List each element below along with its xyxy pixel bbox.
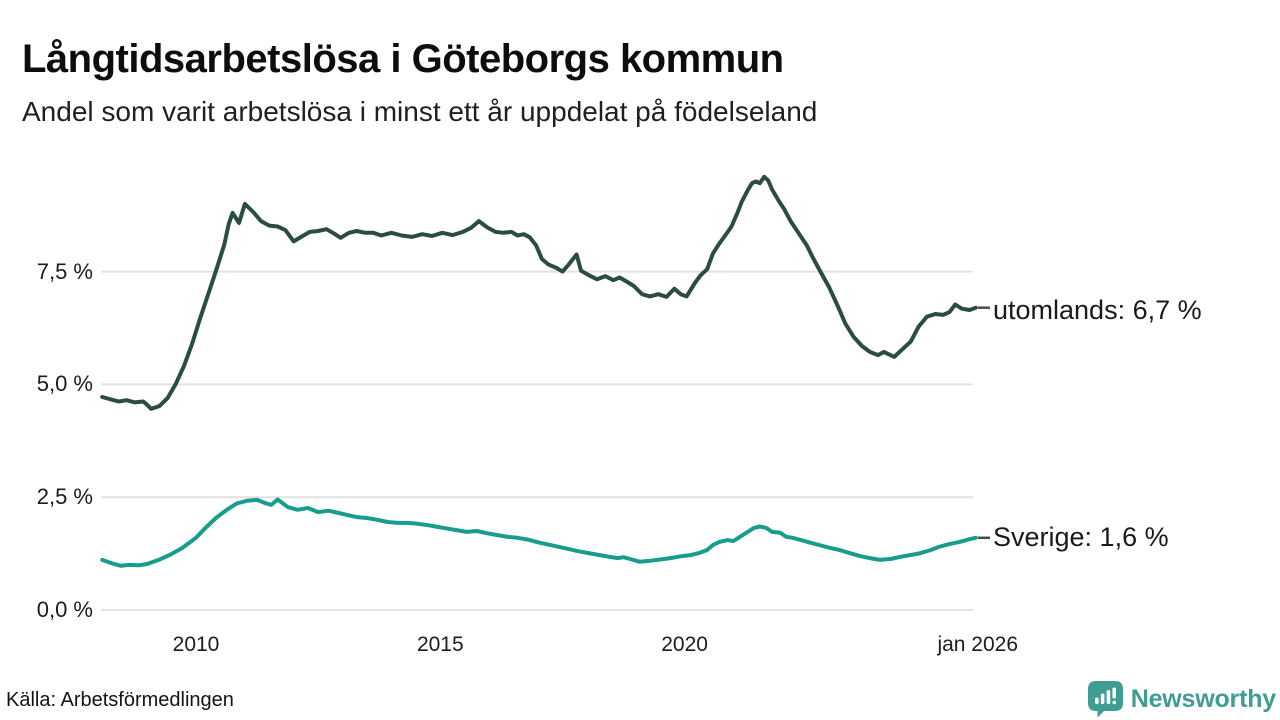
y-tick-label: 0,0 % xyxy=(36,597,93,622)
y-tick-label: 5,0 % xyxy=(36,371,93,397)
line-sverige xyxy=(100,497,978,568)
x-tick-label: 2015 xyxy=(416,633,464,656)
source-note: Källa: Arbetsförmedlingen xyxy=(6,689,234,711)
chart-title: Långtidsarbetslösa i Göteborgs kommun xyxy=(22,36,784,81)
chart-subtitle: Andel som varit arbetslösa i minst ett å… xyxy=(22,96,818,127)
newsworthy-logo: Newsworthy xyxy=(1087,680,1276,718)
line-utomlands xyxy=(100,174,978,411)
series-label-sverige: Sverige: 1,6 % xyxy=(993,522,1169,552)
x-tick-label: 2020 xyxy=(661,633,708,656)
y-tick-label: 2,5 % xyxy=(36,484,93,510)
newsworthy-wordmark: Newsworthy xyxy=(1130,684,1276,713)
y-tick-label: 7,5 % xyxy=(36,258,93,284)
x-tick-label: jan 2026 xyxy=(937,633,1019,656)
x-tick-label: 2010 xyxy=(172,633,220,656)
series-label-utomlands: utomlands: 6,7 % xyxy=(993,295,1202,325)
speech-bubble-bar-chart-icon xyxy=(1087,681,1123,718)
